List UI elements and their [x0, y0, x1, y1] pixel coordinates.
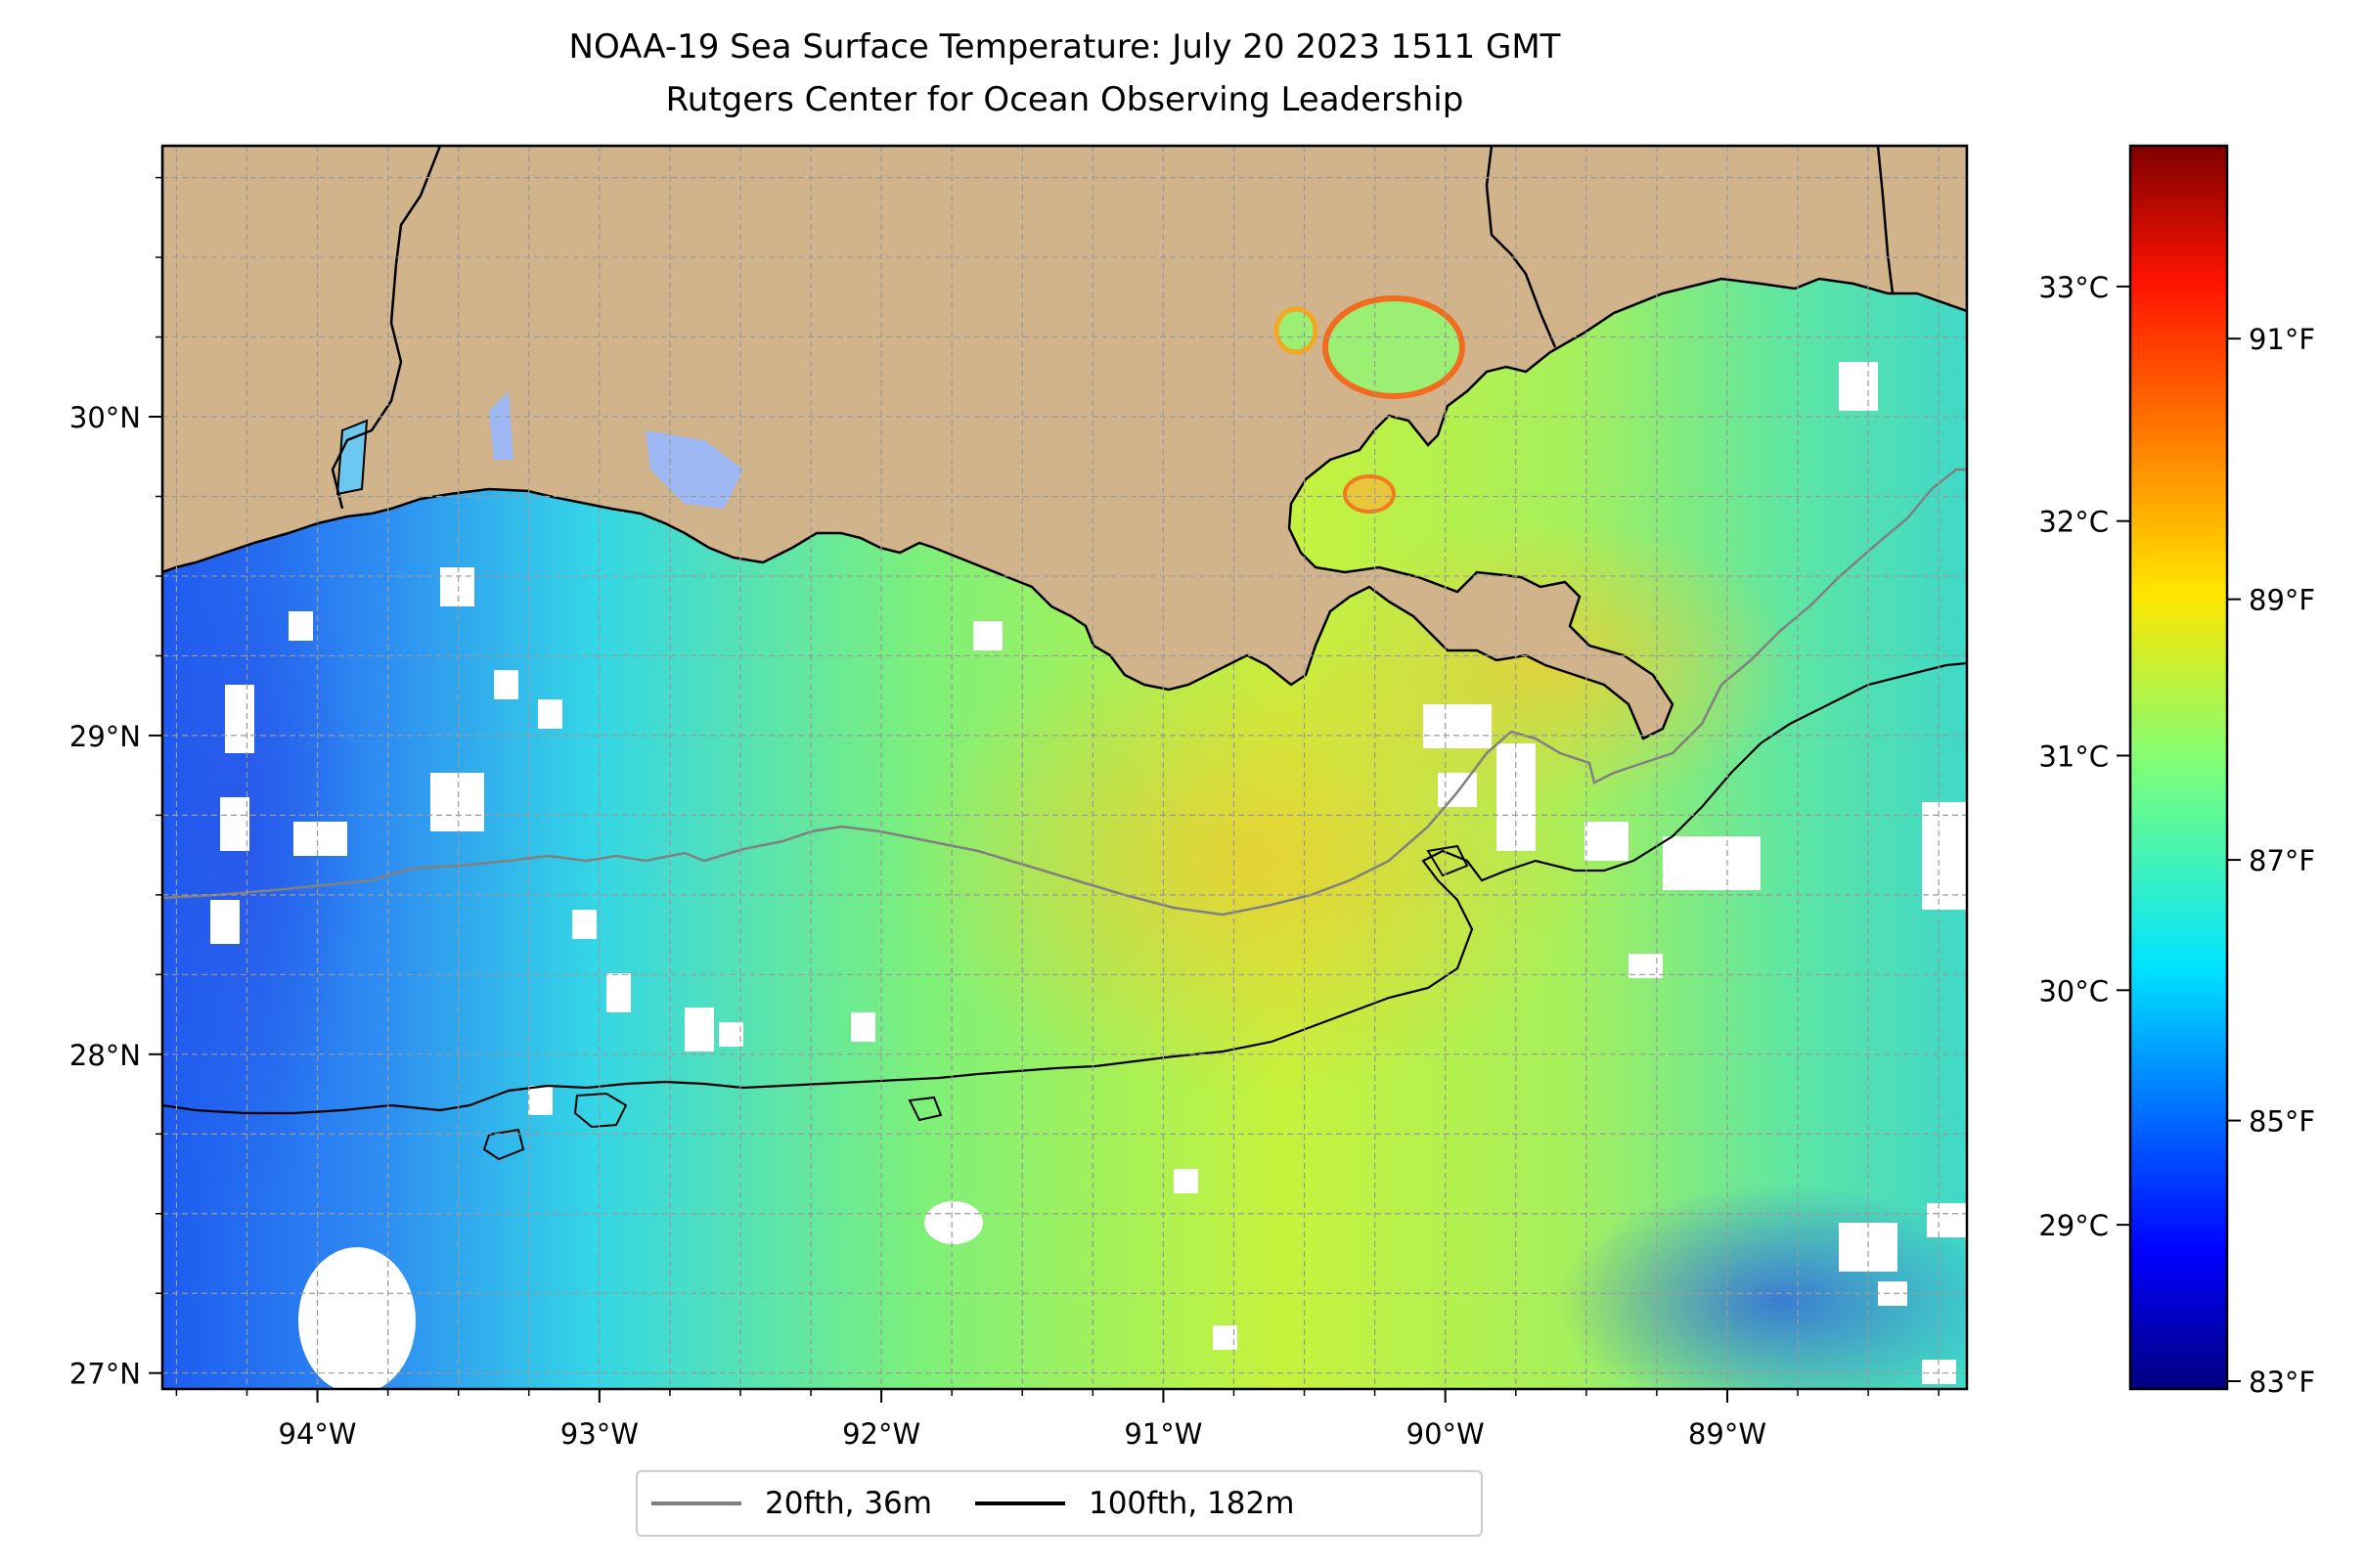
- no-data-patch: [1922, 802, 1966, 910]
- isobath-100fth-island: [482, 1128, 525, 1161]
- lon-tick-label: 90°W: [1406, 1417, 1485, 1451]
- state-border: [1485, 146, 1557, 348]
- colorbar-ticks: 29°C 30°C 31°C 32°C 33°C 83°F 85°F 87°F 89°F 91°F: [2038, 271, 2315, 1399]
- colorbar-label-fahrenheit: 85°F: [2249, 1105, 2315, 1139]
- state-border: [1876, 146, 1895, 294]
- no-data-patch: [1438, 773, 1477, 807]
- colorbar-label-celsius: 29°C: [2038, 1209, 2109, 1242]
- isobath-100fth: [162, 661, 1967, 1115]
- lon-tick-label: 94°W: [279, 1417, 357, 1451]
- isobath-100fth-island: [573, 1092, 628, 1129]
- no-data-patch: [528, 1086, 553, 1115]
- legend-swatch-20fth: [651, 1501, 741, 1505]
- colorbar-label-celsius: 32°C: [2038, 506, 2109, 539]
- lat-tick-label: 30°N: [69, 401, 141, 434]
- no-data-patch: [924, 1201, 983, 1244]
- no-data-patch: [973, 621, 1003, 650]
- no-data-patch: [572, 910, 597, 939]
- lon-tick-label: 93°W: [560, 1417, 639, 1451]
- colorbar-label-celsius: 30°C: [2038, 974, 2109, 1008]
- colorbar-label-fahrenheit: 83°F: [2249, 1366, 2315, 1399]
- no-data-patch: [685, 1008, 714, 1052]
- lon-tick-label: 91°W: [1124, 1417, 1202, 1451]
- map-title: NOAA-19 Sea Surface Temperature: July 20…: [568, 27, 1561, 67]
- colorbar-label-celsius: 31°C: [2038, 740, 2109, 774]
- lat-tick-label: 27°N: [69, 1358, 141, 1391]
- legend-item-20fth: 20fth, 36m: [651, 1486, 932, 1521]
- no-data-patch: [289, 611, 313, 641]
- lat-tick-label: 28°N: [69, 1039, 141, 1072]
- no-data-patch: [1927, 1203, 1966, 1237]
- no-data-patch: [293, 822, 347, 856]
- no-data-patch: [606, 973, 631, 1012]
- no-data-patch: [494, 670, 518, 699]
- no-data-patch: [1839, 362, 1878, 411]
- no-data-patch: [1663, 836, 1761, 890]
- no-data-patch: [210, 900, 240, 944]
- legend-label-20fth: 20fth, 36m: [765, 1486, 932, 1521]
- map-subtitle: Rutgers Center for Ocean Observing Leade…: [665, 80, 1464, 119]
- state-border: [331, 146, 442, 510]
- no-data-patch: [719, 1022, 743, 1047]
- inland-lake: [1322, 295, 1465, 399]
- lon-tick-label: 89°W: [1688, 1417, 1766, 1451]
- colorbar-label-celsius: 33°C: [2038, 271, 2109, 304]
- no-data-patch: [1174, 1169, 1198, 1193]
- legend-label-100fth: 100fth, 182m: [1088, 1486, 1295, 1521]
- map-axis-ticks: 94°W 93°W 92°W 91°W 90°W 89°W 27°N 28°N 29°N 30°N: [69, 176, 1940, 1451]
- isobath-100fth-island: [1426, 844, 1469, 877]
- no-data-patch: [440, 567, 474, 606]
- inland-lake: [1273, 306, 1318, 355]
- no-data-patch: [1584, 822, 1629, 861]
- colorbar-label-fahrenheit: 87°F: [2249, 844, 2315, 877]
- isobath-100fth-island: [908, 1096, 943, 1122]
- inland-lake: [489, 391, 513, 460]
- lon-tick-label: 92°W: [842, 1417, 920, 1451]
- no-data-patch: [225, 685, 254, 753]
- lat-tick-label: 29°N: [69, 720, 141, 753]
- no-data-patch: [220, 797, 249, 851]
- no-data-masks: [210, 362, 1966, 1389]
- no-data-patch: [1878, 1281, 1907, 1306]
- no-data-patch: [430, 773, 484, 831]
- isobath-legend: 20fth, 36m 100fth, 182m: [636, 1470, 1483, 1537]
- map-gridlines: [162, 146, 1967, 1389]
- inland-lake: [335, 419, 369, 496]
- isobath-20fth: [162, 468, 1967, 917]
- no-data-patch: [1213, 1325, 1237, 1350]
- map-content: [162, 146, 1967, 1389]
- no-data-patch: [1423, 704, 1492, 748]
- legend-swatch-100fth: [974, 1501, 1065, 1505]
- inland-lake: [1343, 474, 1396, 514]
- legend-item-100fth: 100fth, 182m: [974, 1486, 1295, 1521]
- no-data-patch: [538, 699, 562, 729]
- no-data-patch: [851, 1012, 875, 1042]
- cool-water-patch: [162, 460, 362, 1203]
- colorbar-label-fahrenheit: 89°F: [2249, 584, 2315, 617]
- colorbar-label-fahrenheit: 91°F: [2249, 323, 2315, 356]
- colorbar-gradient: [2128, 144, 2229, 1391]
- no-data-patch: [298, 1247, 416, 1389]
- map-frame: [160, 144, 1969, 1391]
